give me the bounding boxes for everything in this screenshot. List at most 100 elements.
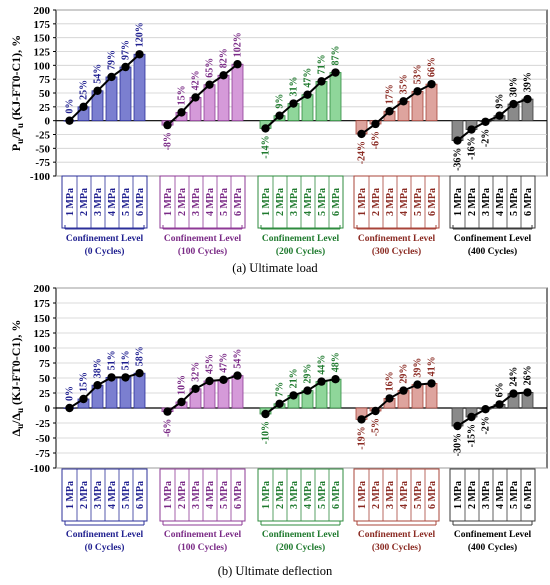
data-point: [163, 120, 172, 130]
data-point: [93, 86, 102, 95]
data-point: [163, 407, 172, 416]
value-label: 10%: [177, 375, 188, 395]
data-point: [107, 373, 116, 382]
category-label: 5 MPa: [413, 481, 424, 509]
bar: [329, 378, 342, 409]
data-point: [509, 99, 518, 109]
data-point: [467, 125, 476, 134]
data-point: [233, 371, 242, 380]
value-label: 45%: [205, 354, 216, 374]
group-cycles-label: (300 Cycles): [372, 542, 421, 553]
category-label: 1 MPa: [453, 481, 464, 509]
category-label: 1 MPa: [357, 481, 368, 509]
value-label: -36%: [453, 148, 464, 171]
value-label: -14%: [261, 135, 272, 158]
y-tick-label: -100: [30, 171, 51, 183]
data-point: [121, 373, 130, 382]
bar: [217, 379, 230, 409]
value-label: 51%: [121, 350, 132, 370]
value-label: 7%: [275, 382, 286, 397]
category-label: 1 MPa: [163, 188, 174, 216]
y-tick-label: 50: [39, 373, 51, 385]
value-label: 120%: [135, 22, 146, 47]
category-label: 4 MPa: [107, 188, 118, 216]
category-label: 6 MPa: [331, 188, 342, 216]
value-label: 54%: [233, 349, 244, 369]
data-point: [303, 90, 312, 99]
y-tick-label: 25: [39, 388, 51, 400]
y-tick-label: 125: [34, 47, 51, 59]
value-label: 15%: [79, 372, 90, 392]
value-label: 9%: [275, 94, 286, 109]
category-label: 1 MPa: [453, 188, 464, 216]
value-label: 42%: [191, 70, 202, 90]
data-point: [275, 399, 284, 408]
data-point: [261, 124, 270, 133]
category-label: 4 MPa: [495, 188, 506, 216]
category-label: 5 MPa: [509, 188, 520, 216]
value-label: 30%: [509, 77, 520, 97]
value-label: 31%: [289, 77, 300, 97]
data-point: [177, 108, 186, 117]
category-label: 6 MPa: [331, 481, 342, 509]
y-axis-label-part: (KJ-FT0-C1), %: [9, 320, 23, 408]
data-point: [191, 384, 200, 393]
value-label: -10%: [261, 421, 272, 444]
category-label: 3 MPa: [481, 188, 492, 216]
value-label: -6%: [371, 131, 382, 149]
data-point: [233, 60, 242, 69]
value-label: 15%: [177, 85, 188, 105]
bar: [411, 90, 424, 122]
value-label: 21%: [289, 368, 300, 388]
value-label: 26%: [523, 365, 534, 385]
y-axis-label-part: u: [15, 139, 25, 144]
data-point: [79, 102, 88, 112]
value-label: -5%: [371, 418, 382, 436]
value-label: 25%: [79, 80, 90, 100]
category-label: 5 MPa: [413, 188, 424, 216]
bar: [119, 66, 132, 122]
category-label: 3 MPa: [289, 481, 300, 509]
group-name-label: Confinement Level: [262, 234, 340, 244]
category-label: 2 MPa: [275, 188, 286, 216]
bar: [231, 375, 244, 409]
category-label: 3 MPa: [191, 481, 202, 509]
value-label: 71%: [317, 54, 328, 74]
bar: [217, 74, 230, 122]
category-label: 5 MPa: [317, 481, 328, 509]
category-label: 1 MPa: [163, 481, 174, 509]
category-label: 4 MPa: [107, 481, 118, 509]
bar: [133, 53, 146, 122]
category-label: 4 MPa: [399, 188, 410, 216]
value-label: 51%: [107, 350, 118, 370]
data-point: [317, 377, 326, 386]
bar: [133, 372, 146, 409]
category-label: 2 MPa: [79, 481, 90, 509]
data-point: [357, 415, 366, 424]
value-label: 24%: [509, 367, 520, 387]
value-label: 66%: [427, 57, 438, 77]
group-name-label: Confinement Level: [262, 530, 340, 540]
data-point: [317, 77, 326, 86]
value-label: 29%: [303, 364, 314, 384]
y-axis-label-part: /P: [9, 128, 23, 140]
y-tick-label: 175: [34, 19, 51, 31]
value-label: 53%: [413, 64, 424, 84]
data-point: [481, 117, 490, 126]
y-tick-label: -75: [35, 157, 50, 169]
data-point: [509, 389, 518, 398]
value-label: 6%: [495, 382, 506, 397]
y-tick-label: 175: [34, 298, 51, 310]
bar: [105, 76, 118, 122]
data-point: [357, 129, 366, 139]
value-label: 0%: [65, 99, 76, 114]
category-label: 4 MPa: [303, 481, 314, 509]
data-point: [399, 386, 408, 395]
y-tick-label: -25: [35, 418, 50, 430]
value-label: -6%: [163, 419, 174, 437]
category-label: 5 MPa: [509, 481, 520, 509]
category-label: 1 MPa: [65, 188, 76, 216]
value-label: 47%: [303, 68, 314, 88]
y-axis-label-part: Δ: [9, 428, 23, 436]
data-point: [289, 391, 298, 400]
